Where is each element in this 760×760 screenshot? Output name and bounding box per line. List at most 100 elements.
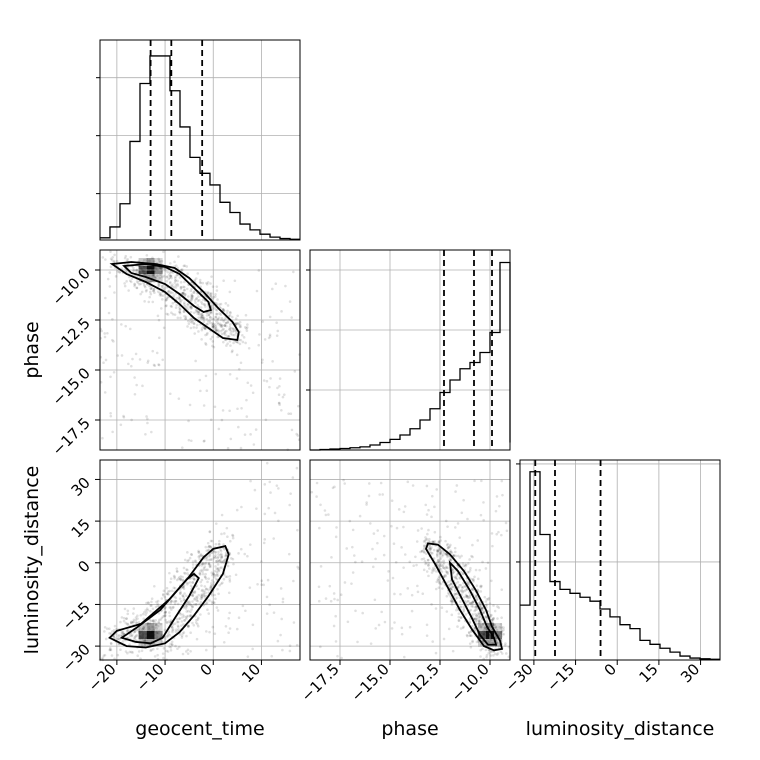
sample-point <box>212 572 215 575</box>
sample-point <box>264 418 268 422</box>
sample-point <box>196 599 200 603</box>
sample-point <box>465 580 469 583</box>
sample-point <box>220 560 223 564</box>
sample-point <box>164 637 167 640</box>
sample-point <box>171 630 174 634</box>
y-axis-label-luminosity_distance: luminosity_distance <box>21 466 43 655</box>
sample-point <box>164 606 167 609</box>
sample-point <box>279 587 283 590</box>
sample-point <box>158 291 162 295</box>
sample-point <box>453 575 456 579</box>
sample-point <box>151 625 154 629</box>
sample-point <box>211 583 215 587</box>
sample-point <box>141 633 144 637</box>
sample-point <box>132 269 135 273</box>
sample-point <box>163 612 167 615</box>
sample-point <box>164 610 168 614</box>
sample-point <box>149 649 152 652</box>
sample-point <box>192 321 196 325</box>
sample-point <box>475 640 479 644</box>
sample-point <box>190 306 194 310</box>
sample-point <box>152 628 156 632</box>
sample-point <box>163 607 166 611</box>
sample-point <box>202 320 206 324</box>
sample-point <box>219 548 222 551</box>
sample-point <box>433 567 436 571</box>
sample-point <box>235 340 238 344</box>
sample-point <box>202 318 206 321</box>
sample-point <box>448 558 451 561</box>
sample-point <box>179 287 183 290</box>
sample-point <box>171 301 175 305</box>
sample-point <box>190 296 193 300</box>
sample-point <box>174 279 177 282</box>
sample-point <box>149 292 153 296</box>
sample-point <box>162 274 166 278</box>
sample-point <box>354 609 357 613</box>
sample-point <box>476 577 480 581</box>
sample-point <box>217 559 221 563</box>
sample-point <box>144 278 148 282</box>
sample-point <box>474 606 477 609</box>
sample-point <box>332 624 336 628</box>
sample-point <box>186 581 190 585</box>
sample-point <box>485 603 489 607</box>
sample-point <box>155 622 158 625</box>
sample-point <box>228 372 232 376</box>
sample-point <box>479 655 482 658</box>
sample-point <box>149 287 153 290</box>
sample-point <box>480 608 484 611</box>
sample-point <box>319 645 322 649</box>
sample-point <box>183 280 186 284</box>
sample-point <box>184 315 188 319</box>
sample-point <box>432 548 436 552</box>
sample-point <box>195 310 198 314</box>
sample-point <box>171 626 174 629</box>
sample-point <box>209 585 213 588</box>
sample-point <box>141 384 144 388</box>
sample-point <box>408 625 412 629</box>
sample-point <box>501 493 504 497</box>
sample-point <box>212 549 216 553</box>
sample-point <box>116 270 120 273</box>
sample-point <box>188 305 191 309</box>
sample-point <box>454 576 457 580</box>
sample-point <box>233 329 236 333</box>
sample-point <box>478 615 482 619</box>
sample-point <box>427 528 430 532</box>
sample-point <box>209 282 212 285</box>
sample-point <box>212 296 216 299</box>
sample-point <box>163 595 167 599</box>
sample-point <box>124 254 128 258</box>
sample-point <box>145 273 148 277</box>
sample-point <box>470 554 473 558</box>
sample-point <box>184 594 188 598</box>
sample-point <box>434 607 438 610</box>
sample-point <box>195 599 198 602</box>
sample-point <box>402 525 405 529</box>
sample-point <box>210 571 214 574</box>
sample-point <box>195 584 199 588</box>
sample-point <box>261 320 265 323</box>
sample-point <box>440 554 444 558</box>
sample-point <box>437 548 441 552</box>
sample-point <box>168 614 172 618</box>
sample-point <box>183 288 187 292</box>
sample-point <box>158 293 162 297</box>
sample-point <box>191 560 195 563</box>
sample-point <box>134 616 138 619</box>
sample-point <box>475 608 478 611</box>
sample-point <box>153 291 156 295</box>
sample-point <box>140 649 144 653</box>
sample-point <box>203 326 206 330</box>
sample-point <box>243 433 247 436</box>
sample-point <box>149 619 153 623</box>
sample-point <box>220 555 223 559</box>
sample-point <box>140 630 143 633</box>
sample-point <box>477 621 481 624</box>
sample-point <box>442 551 446 554</box>
sample-point <box>449 595 452 598</box>
y-tick-label-luminosity_distance: 30 <box>68 474 94 500</box>
sample-point <box>171 629 174 632</box>
sample-point <box>186 559 189 563</box>
